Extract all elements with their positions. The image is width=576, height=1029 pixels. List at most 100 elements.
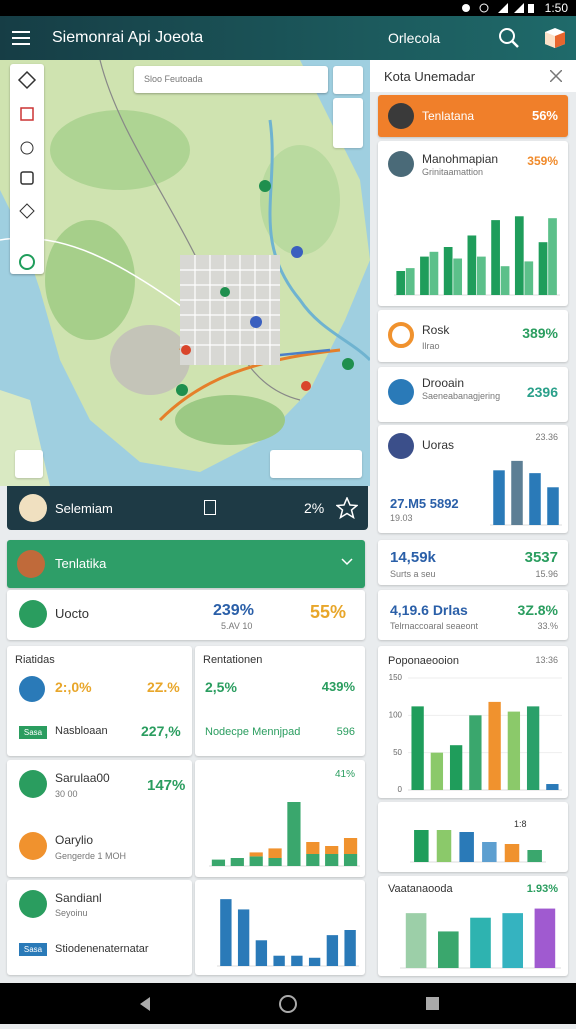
bar	[255, 940, 268, 966]
nav-buttons[interactable]	[0, 983, 576, 1024]
bar	[491, 220, 500, 295]
riatidas-name: Nasbloaan	[55, 725, 108, 737]
popon-card: Poponaeooion 13:36 150 100 50 0	[378, 646, 568, 798]
sarulaa-value: 147%	[147, 777, 186, 794]
panel-header: Kota Unemadar	[370, 60, 576, 92]
nav-bar	[0, 983, 576, 1024]
bar	[291, 955, 303, 966]
clock: 1:50	[544, 1, 568, 15]
sandianl-subtitle: Seyoinu	[55, 908, 88, 918]
bar	[273, 955, 285, 966]
uocto-name: Uocto	[55, 606, 89, 621]
map-search[interactable]: Sloo Feutoada	[134, 66, 328, 93]
stats-card: 4,19.6 Drlas 3Z.8% Telrnaccoaral seaeont…	[378, 590, 568, 640]
bar	[507, 711, 521, 790]
bar	[326, 935, 339, 966]
riatidas-value-b: 2Z.%	[147, 679, 180, 695]
uocto-score: 55%	[310, 602, 347, 622]
close-button[interactable]	[550, 70, 562, 82]
stats-note: 15.96	[535, 569, 558, 579]
bar	[308, 957, 321, 966]
vaatana-value: 1.93%	[526, 883, 558, 895]
popon-chart: 150 100 50 0	[384, 673, 564, 794]
bar-segment	[343, 838, 358, 854]
map-options[interactable]	[270, 450, 362, 478]
bar	[443, 247, 453, 295]
highlight-card[interactable]: Tenlatana 56%	[378, 95, 568, 137]
bar	[514, 216, 524, 295]
bar	[526, 706, 540, 790]
drooain-name: Drooain	[422, 376, 465, 390]
badge: Sasa	[19, 943, 47, 956]
panel-title: Kota Unemadar	[384, 69, 476, 84]
summary-header[interactable]: Tenlatika	[7, 540, 365, 588]
icon	[19, 890, 47, 918]
bar	[488, 701, 501, 790]
rentationen-score: 596	[336, 726, 355, 738]
doc-icon	[204, 500, 216, 515]
chart-plot	[400, 908, 561, 969]
locate-button[interactable]	[15, 450, 43, 478]
zoom-buttons[interactable]	[333, 98, 363, 148]
riatidas-card: Riatidas 2:,0% 2Z.% Sasa Nasbloaan 227,%	[7, 646, 192, 756]
bar	[405, 268, 415, 295]
trend-name: Manohmapian	[422, 152, 499, 166]
layers-button[interactable]	[333, 66, 363, 94]
bar	[449, 745, 463, 790]
bar	[538, 242, 548, 295]
menu-button[interactable]	[12, 30, 30, 46]
bar	[237, 909, 250, 966]
search-button[interactable]	[498, 27, 520, 49]
avatar	[388, 151, 414, 177]
location-name: Selemiam	[55, 501, 113, 516]
bar	[467, 235, 477, 295]
bar-segment	[306, 854, 320, 866]
sarulaa-name: Sarulaa00	[55, 771, 110, 785]
blue-chart	[215, 890, 361, 970]
bar	[500, 266, 510, 295]
sandianl-note: Stiodenenaternatar	[55, 943, 149, 955]
bar-segment	[268, 848, 282, 858]
sarulaa-subtitle: 30 00	[55, 789, 78, 799]
tool-icons	[17, 70, 37, 270]
drooain-subtitle: Saeneabanagjering	[422, 391, 501, 401]
icon	[388, 379, 414, 405]
bar-segment	[211, 859, 226, 866]
rosk-card: Rosk 389% Ilrao	[378, 310, 568, 362]
app-bar: Siemonrai Api Joeota Orlecola	[0, 16, 576, 60]
chart-plot	[394, 216, 560, 296]
chevron	[341, 558, 353, 566]
bar-segment	[343, 854, 358, 866]
app-action[interactable]: Orlecola	[388, 30, 441, 46]
favorite-button[interactable]	[336, 497, 358, 519]
rentationen-value-a: 2,5%	[205, 679, 237, 695]
mini-value: 1:8	[514, 819, 527, 829]
drooain-value: 2396	[526, 384, 558, 400]
sandianl-card: Sandianl Seyoinu Sasa Stiodenenaternatar	[7, 880, 192, 975]
summary-title: Tenlatika	[55, 556, 107, 571]
y-tick-label: 0	[398, 785, 403, 794]
bar	[470, 917, 491, 968]
trend-subtitle: Grinitaamattion	[422, 167, 484, 177]
popon-value: 13:36	[535, 655, 558, 665]
uoras-value: 23.36	[535, 432, 558, 442]
uocto-row: Uocto 239% 5.AV 10 55%	[7, 590, 365, 640]
icon	[19, 600, 47, 628]
vaatana-card: Vaatanaooda 1.93%	[378, 876, 568, 976]
chart-plot	[217, 899, 359, 967]
drooain-card: Drooain 2396 Saeneabanagjering	[378, 367, 568, 422]
cube-button[interactable]	[543, 26, 567, 50]
mini-chart	[408, 818, 548, 866]
bar	[459, 832, 474, 862]
riatidas-score: 227,%	[141, 723, 181, 739]
bar	[534, 908, 556, 968]
map[interactable]	[0, 60, 370, 486]
bar	[547, 487, 559, 525]
status-icons	[462, 3, 534, 13]
y-tick-label: 50	[393, 748, 402, 757]
bar	[469, 715, 482, 790]
y-tick-label: 100	[389, 710, 403, 719]
map-tools[interactable]	[10, 64, 44, 274]
uoras-chart	[488, 455, 564, 529]
